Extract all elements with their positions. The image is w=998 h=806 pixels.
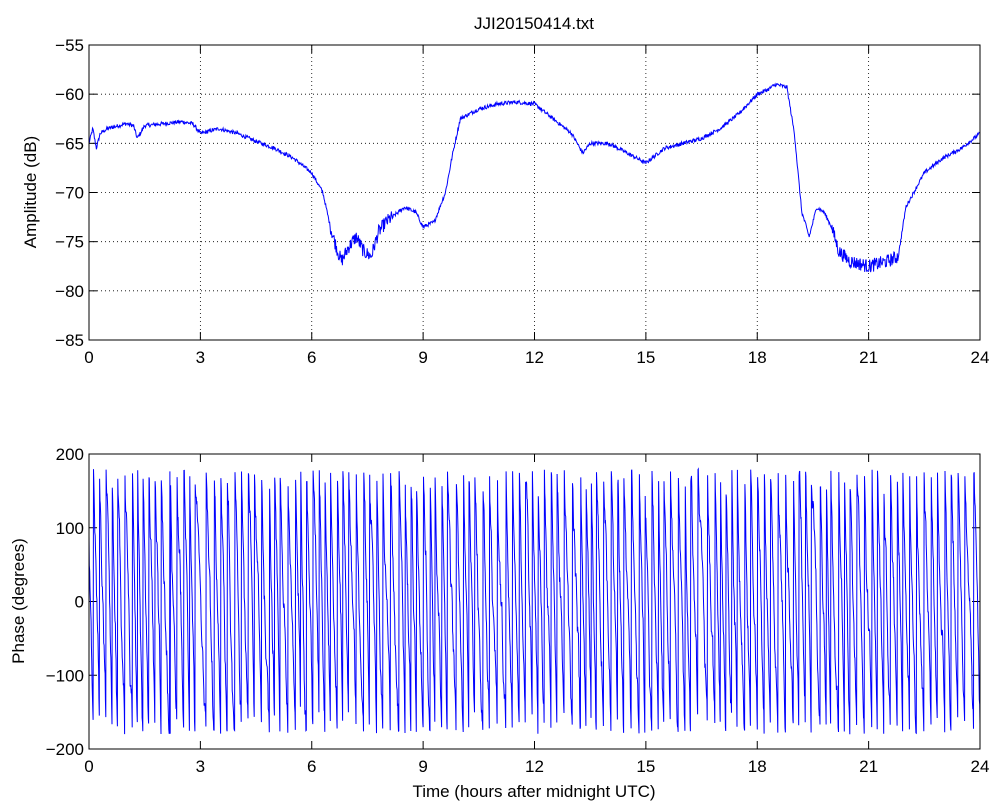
phase-y-tick-labels: −200 −100 0 100 200 [46,445,84,759]
amplitude-chart: JJI20150414.txt 0 3 6 9 12 15 18 21 24 −85 −80 −75… [21,14,989,367]
y-tick-label: −55 [55,36,84,55]
y-tick-label: 100 [56,519,84,538]
x-tick-label: 21 [859,348,878,367]
x-tick-label: 24 [971,757,990,776]
x-tick-label: 3 [196,757,205,776]
x-tick-label: 18 [748,348,767,367]
phase-x-tick-labels: 0 3 6 9 12 15 18 21 24 [84,757,989,776]
phase-x-axis-label: Time (hours after midnight UTC) [412,782,655,801]
y-tick-label: −75 [55,233,84,252]
x-tick-label: 24 [971,348,990,367]
phase-axes-box [88,453,981,750]
x-tick-label: 15 [636,348,655,367]
y-tick-label: −65 [55,134,84,153]
y-tick-label: −100 [46,666,84,685]
x-tick-label: 12 [525,757,544,776]
amplitude-series-line [88,82,981,273]
x-tick-label: 12 [525,348,544,367]
x-tick-label: 3 [196,348,205,367]
amplitude-axes-box [88,44,981,341]
phase-y-axis-label: Phase (degrees) [9,538,28,664]
y-tick-label: 0 [75,593,84,612]
amplitude-x-tick-labels: 0 3 6 9 12 15 18 21 24 [84,348,989,367]
x-tick-label: 18 [748,757,767,776]
y-tick-label: −200 [46,740,84,759]
y-tick-label: −70 [55,184,84,203]
y-tick-label: 200 [56,445,84,464]
x-tick-label: 6 [307,757,316,776]
phase-chart: 0 3 6 9 12 15 18 21 24 −200 −100 0 100 200 Phase (de… [9,445,989,801]
x-tick-label: 21 [859,757,878,776]
x-tick-label: 9 [418,757,427,776]
y-tick-label: −85 [55,331,84,350]
y-tick-label: −80 [55,282,84,301]
x-tick-label: 15 [636,757,655,776]
x-tick-label: 6 [307,348,316,367]
x-tick-label: 9 [418,348,427,367]
amplitude-chart-title: JJI20150414.txt [474,14,594,33]
amplitude-y-axis-label: Amplitude (dB) [21,136,40,248]
amplitude-grid [89,45,980,340]
x-tick-label: 0 [84,757,93,776]
y-tick-label: −60 [55,85,84,104]
amplitude-y-tick-labels: −85 −80 −75 −70 −65 −60 −55 [55,36,84,350]
x-tick-label: 0 [84,348,93,367]
phase-series-line [88,467,981,735]
